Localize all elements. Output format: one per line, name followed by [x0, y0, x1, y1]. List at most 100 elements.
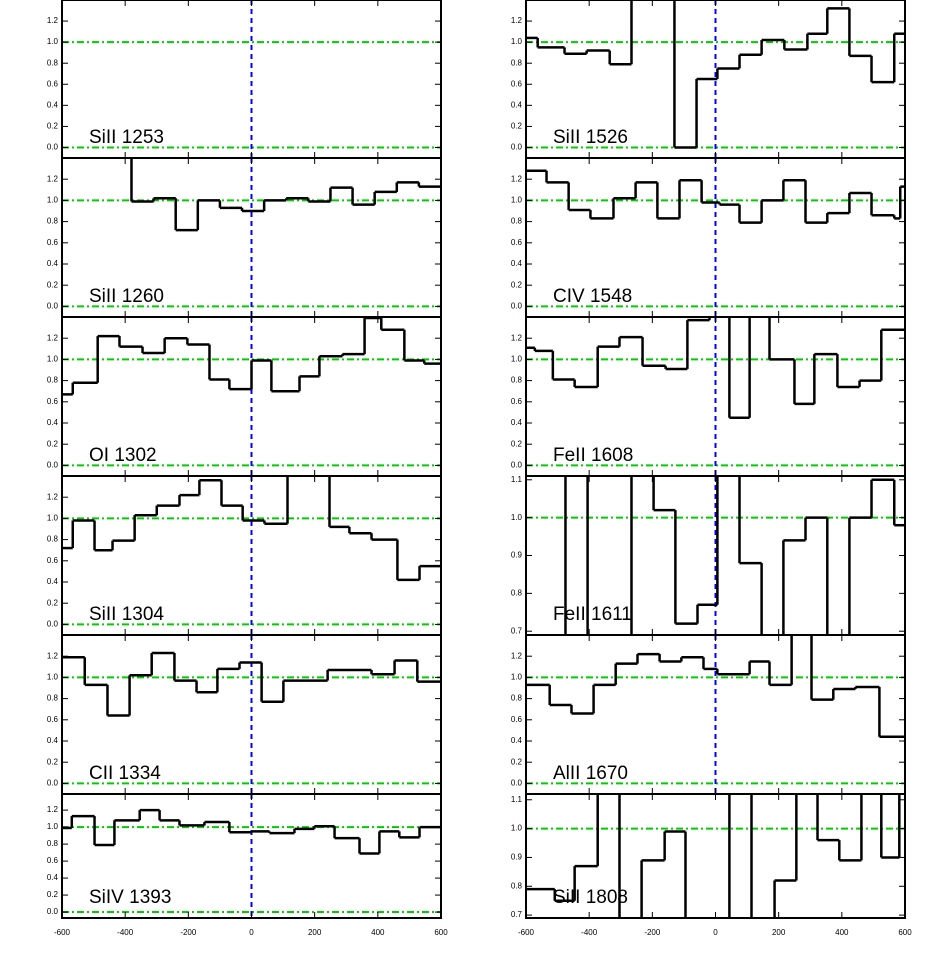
- panel-label: SiII 1253: [89, 127, 164, 148]
- y-tick-label: 0.8: [511, 881, 523, 890]
- plot-area: [62, 317, 441, 476]
- x-tick-label: 600: [898, 928, 912, 937]
- y-tick-label: 1.0: [47, 673, 59, 682]
- y-tick-label: 1.1: [511, 795, 523, 804]
- panel-label: SiII 1526: [553, 127, 628, 148]
- y-tick-label: 0.2: [47, 890, 59, 899]
- y-tick-label: 0.4: [511, 259, 523, 268]
- panel: 0.0 0.2 0.4 0.6 0.8 1.0 1.2 -600 -400 -200 0 200 400…: [47, 793, 448, 937]
- y-tick-label: 1.2: [47, 492, 59, 501]
- panel-label: SiII 1304: [89, 604, 164, 625]
- x-tick-label: 400: [835, 928, 849, 937]
- y-tick-label: 1.0: [511, 37, 523, 46]
- y-tick-label: 1.0: [47, 196, 59, 205]
- plot-area: [526, 635, 905, 794]
- panel: 0.0 0.2 0.4 0.6 0.8 1.0 1.2 CII 1334: [47, 634, 442, 795]
- y-tick-label: 0.2: [511, 439, 523, 448]
- panel: 0.0 0.2 0.4 0.6 0.8 1.0 1.2 SiII 1260: [47, 157, 442, 318]
- panel-label: SiII 1260: [89, 286, 164, 307]
- y-tick-label: 1.2: [47, 805, 59, 814]
- panel: 0.0 0.2 0.4 0.6 0.8 1.0 1.2 SiII 1304: [47, 475, 442, 636]
- panel-label: AlII 1670: [553, 763, 628, 784]
- x-tick-label: -200: [180, 928, 197, 937]
- y-tick-label: 0.0: [47, 907, 59, 916]
- y-tick-label: 0.6: [47, 238, 59, 247]
- y-tick-label: 1.2: [511, 333, 523, 342]
- panel-label: SiII 1808: [553, 887, 628, 908]
- panel-label: OI 1302: [89, 445, 157, 466]
- panel: 0.0 0.2 0.4 0.6 0.8 1.0 1.2 AlII 1670: [511, 634, 906, 795]
- panel-label: FeII 1608: [553, 445, 633, 466]
- y-tick-label: 1.2: [47, 651, 59, 660]
- plot-area: [62, 635, 441, 794]
- panel-label: FeII 1611: [553, 604, 632, 625]
- panel: 0.0 0.2 0.4 0.6 0.8 1.0 1.2 SiII 1253: [47, 0, 442, 159]
- x-tick-label: -200: [644, 928, 661, 937]
- x-tick-label: 0: [249, 928, 254, 937]
- y-tick-label: 0.6: [47, 397, 59, 406]
- y-tick-label: 0.4: [47, 418, 59, 427]
- y-tick-label: 0.8: [47, 694, 59, 703]
- y-tick-label: 0.2: [511, 280, 523, 289]
- y-tick-label: 0.0: [47, 461, 59, 470]
- y-tick-label: 0.4: [511, 736, 523, 745]
- x-tick-label: 400: [371, 928, 385, 937]
- y-tick-label: 0.8: [47, 839, 59, 848]
- y-tick-label: 0.4: [47, 259, 59, 268]
- y-tick-label: 0.2: [511, 122, 523, 131]
- x-tick-label: -600: [54, 928, 71, 937]
- y-tick-label: 0.2: [47, 757, 59, 766]
- y-tick-label: 0.8: [47, 376, 59, 385]
- y-tick-label: 0.4: [47, 100, 59, 109]
- y-tick-label: 0.0: [47, 143, 59, 152]
- y-tick-label: 0.2: [47, 598, 59, 607]
- y-tick-label: 0.6: [47, 715, 59, 724]
- y-tick-label: 1.2: [47, 174, 59, 183]
- y-tick-label: 0.6: [47, 856, 59, 865]
- y-tick-label: 1.0: [511, 355, 523, 364]
- plot-area: [62, 158, 441, 317]
- x-tick-label: 0: [713, 928, 718, 937]
- y-tick-label: 1.2: [511, 16, 523, 25]
- y-tick-label: 0.0: [47, 779, 59, 788]
- x-tick-label: -400: [581, 928, 598, 937]
- x-tick-label: 200: [772, 928, 786, 937]
- y-tick-label: 1.0: [511, 196, 523, 205]
- panel: 0.0 0.2 0.4 0.6 0.8 1.0 1.2 OI 1302: [47, 316, 442, 477]
- panel: 0.0 0.2 0.4 0.6 0.8 1.0 1.2 SiII 1526: [511, 0, 906, 159]
- panel: 0.7 0.8 0.9 1.0 1.1 FeII 1611: [511, 475, 906, 636]
- y-tick-label: 1.1: [511, 475, 523, 484]
- y-tick-label: 0.8: [47, 58, 59, 67]
- y-tick-label: 1.0: [47, 355, 59, 364]
- plot-area: [526, 0, 905, 158]
- y-tick-label: 0.8: [47, 217, 59, 226]
- plot-area: [526, 158, 905, 317]
- y-tick-label: 1.0: [511, 673, 523, 682]
- y-tick-label: 0.0: [511, 302, 523, 311]
- y-tick-label: 0.4: [47, 577, 59, 586]
- y-tick-label: 0.6: [511, 79, 523, 88]
- y-tick-label: 0.8: [511, 694, 523, 703]
- y-tick-label: 0.6: [511, 397, 523, 406]
- y-tick-label: 0.2: [47, 280, 59, 289]
- y-tick-label: 1.0: [511, 513, 523, 522]
- y-tick-label: 0.7: [511, 626, 523, 635]
- panel: 0.7 0.8 0.9 1.0 1.1 -600 -400 -200 0 200 400 600 SiI…: [511, 793, 912, 937]
- plot-area: [62, 476, 441, 635]
- y-tick-label: 0.8: [47, 535, 59, 544]
- plot-area: [62, 794, 441, 918]
- y-tick-label: 0.2: [511, 757, 523, 766]
- y-tick-label: 0.0: [47, 302, 59, 311]
- y-tick-label: 0.2: [47, 122, 59, 131]
- y-tick-label: 0.0: [511, 779, 523, 788]
- y-tick-label: 0.6: [511, 238, 523, 247]
- x-tick-label: -400: [117, 928, 134, 937]
- y-tick-label: 0.4: [511, 100, 523, 109]
- y-tick-label: 0.8: [511, 58, 523, 67]
- panel-label: SiIV 1393: [89, 887, 171, 908]
- plot-area: [526, 476, 905, 635]
- y-tick-label: 0.0: [47, 620, 59, 629]
- plot-area: [62, 0, 441, 158]
- y-tick-label: 1.0: [47, 37, 59, 46]
